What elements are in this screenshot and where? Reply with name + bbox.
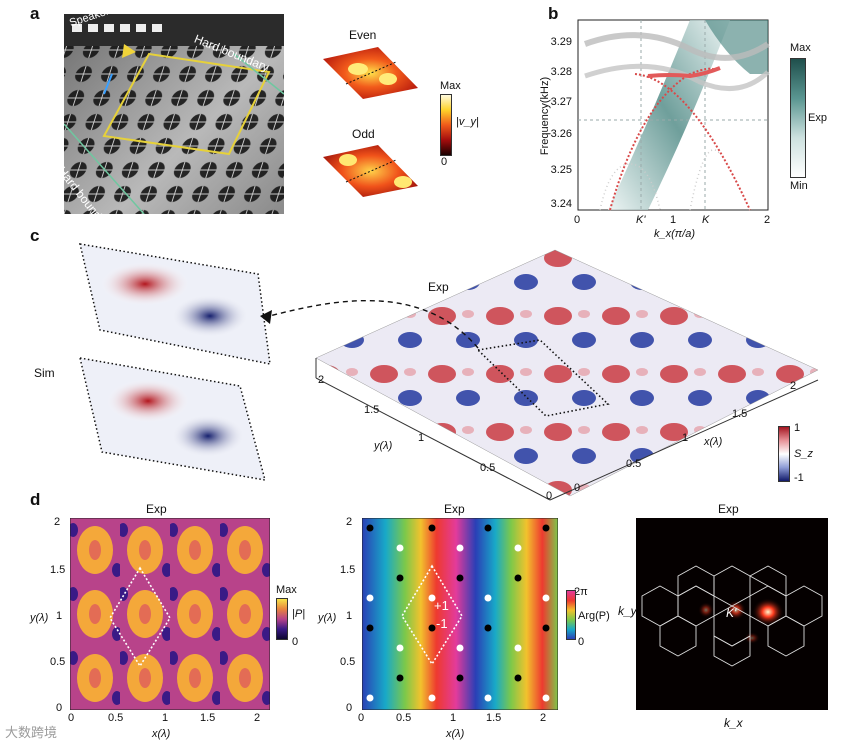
d-left-xtick-3: 1.5	[200, 712, 216, 724]
charge-minus-label: -1	[436, 616, 448, 631]
colorbar-a	[440, 94, 452, 156]
b-ytick-2: 3.27	[550, 96, 572, 108]
b-xlabel: k_x(π/a)	[654, 228, 695, 240]
d-left-xtick-1: 0.5	[108, 712, 124, 724]
polarization-magnitude-map	[70, 518, 270, 710]
colorbar-b-max: Max	[790, 42, 811, 54]
b-ytick-1: 3.28	[550, 66, 572, 78]
mode-odd-label: Odd	[352, 127, 375, 141]
d-left-xtick-4: 2	[254, 712, 261, 724]
colorbar-a-min: 0	[441, 156, 448, 168]
b-ytick-4: 3.25	[550, 164, 572, 176]
c-xtick-2: 1	[682, 432, 689, 444]
colorbar-c-max: 1	[794, 422, 801, 434]
d-mid-ytick-3: 0.5	[340, 656, 356, 668]
d-mid-ytick-1: 1.5	[340, 564, 356, 576]
colorbar-a-label: |v_y|	[456, 116, 479, 128]
c-ytick-1: 1.5	[364, 404, 380, 416]
odd-mode-map	[323, 145, 418, 197]
d-left-ytick-4: 0	[56, 702, 63, 714]
d-mid-xlabel: x(λ)	[446, 728, 465, 740]
d-mid-xtick-2: 1	[450, 712, 457, 724]
charge-plus-label: +1	[434, 598, 449, 613]
colorbar-b-min: Min	[790, 180, 808, 192]
panel-label-b: b	[548, 4, 559, 23]
b-xtick-1: K'	[636, 214, 646, 226]
panel-label-a: a	[30, 4, 40, 23]
colorbar-d1-max: Max	[276, 584, 297, 596]
c-ylabel: y(λ)	[374, 440, 393, 452]
b-ytick-0: 3.29	[550, 36, 572, 48]
mode-even-label: Even	[349, 28, 377, 42]
d-mid-xtick-4: 2	[540, 712, 547, 724]
b-xtick-3: K	[702, 214, 710, 226]
sim-label: Sim	[34, 366, 55, 380]
colorbar-d2-min: 0	[578, 636, 585, 648]
c-ytick-2: 1	[418, 432, 425, 444]
colorbar-b	[790, 58, 806, 178]
d-mid-xtick-0: 0	[358, 712, 365, 724]
d-left-ytick-0: 2	[54, 516, 61, 528]
d-left-ylabel: y(λ)	[30, 612, 49, 624]
colorbar-c-min: -1	[794, 472, 804, 484]
c-ytick-4: 0	[546, 490, 553, 502]
b-xtick-0: 0	[574, 214, 581, 226]
colorbar-d2	[566, 590, 576, 640]
inset-sim-cell	[79, 357, 267, 481]
b-ytick-5: 3.24	[550, 198, 572, 210]
even-mode-map	[323, 47, 418, 99]
c-ytick-0: 2	[318, 374, 325, 386]
b-ylabel: Frequency(kHz)	[539, 76, 552, 156]
d-left-xlabel: x(λ)	[152, 728, 171, 740]
panel-label-c: c	[30, 226, 40, 245]
c-xtick-3: 1.5	[732, 408, 748, 420]
c-xtick-4: 2	[790, 380, 797, 392]
c-ytick-3: 0.5	[480, 462, 496, 474]
c-xtick-1: 0.5	[626, 458, 642, 470]
colorbar-d1-min: 0	[292, 636, 299, 648]
colorbar-a-max: Max	[440, 80, 461, 92]
c-xlabel: x(λ)	[704, 436, 723, 448]
spin-texture-insets	[79, 243, 271, 481]
panel-label-d: d	[30, 490, 41, 509]
k-prime-label: K'	[726, 606, 737, 620]
colorbar-d2-label: Arg(P)	[578, 610, 610, 622]
polarization-phase-map	[362, 518, 558, 710]
d-left-title: Exp	[146, 502, 167, 516]
band-structure-plot	[577, 19, 770, 211]
colorbar-d1-label: |P|	[292, 608, 306, 620]
k-space-map	[636, 518, 828, 710]
colorbar-b-mid: Exp	[808, 112, 827, 124]
d-mid-ylabel: y(λ)	[318, 612, 337, 624]
watermark: 大数跨境	[5, 725, 58, 740]
d-left-ytick-3: 0.5	[50, 656, 66, 668]
d-left-ytick-2: 1	[56, 610, 63, 622]
c-xtick-0: 0	[574, 482, 581, 494]
b-xtick-2: 1	[670, 214, 677, 226]
d-mid-xtick-1: 0.5	[396, 712, 412, 724]
colorbar-d1	[276, 598, 288, 640]
b-ytick-3: 3.26	[550, 128, 572, 140]
d-mid-ytick-2: 1	[346, 610, 353, 622]
colorbar-c	[778, 426, 790, 482]
b-xtick-4: 2	[764, 214, 771, 226]
d-right-xlabel: k_x	[724, 716, 743, 730]
d-right-ylabel: k_y	[618, 604, 637, 618]
sample-photo: Speakers Hard boundary Hard boundary	[64, 14, 284, 214]
d-left-xtick-0: 0	[68, 712, 75, 724]
d-right-title: Exp	[718, 502, 739, 516]
d-mid-ytick-4: 0	[346, 702, 353, 714]
colorbar-c-label: S_z	[794, 448, 813, 460]
d-left-xtick-2: 1	[162, 712, 169, 724]
spin-field-3d	[260, 249, 819, 501]
colorbar-d2-max: 2π	[574, 586, 588, 598]
d-mid-ytick-0: 2	[346, 516, 353, 528]
d-middle-title: Exp	[444, 502, 465, 516]
exp-label-c: Exp	[428, 280, 449, 294]
d-mid-xtick-3: 1.5	[486, 712, 502, 724]
d-left-ytick-1: 1.5	[50, 564, 66, 576]
